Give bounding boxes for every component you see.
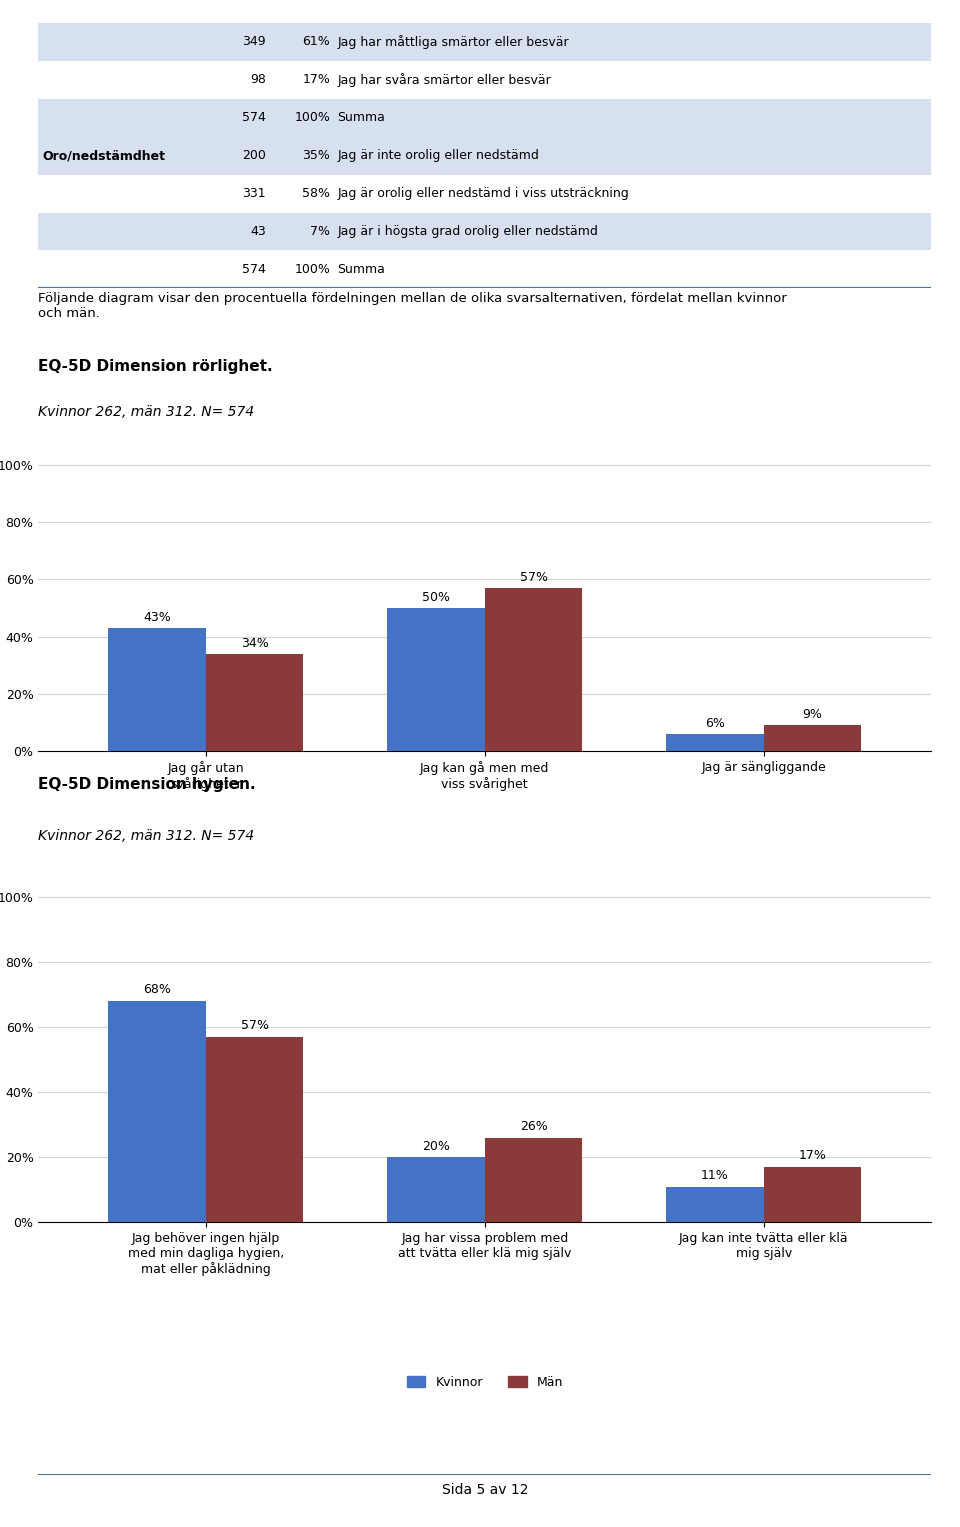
- Text: Jag är orolig eller nedstämd i viss utsträckning: Jag är orolig eller nedstämd i viss utst…: [338, 188, 629, 200]
- Text: 100%: 100%: [295, 111, 330, 124]
- Text: 35%: 35%: [302, 150, 330, 162]
- Text: EQ-5D Dimension hygien.: EQ-5D Dimension hygien.: [38, 777, 256, 793]
- Text: 61%: 61%: [302, 35, 330, 49]
- Text: 43: 43: [251, 224, 266, 238]
- Text: 331: 331: [243, 188, 266, 200]
- Bar: [38, 23, 931, 61]
- Text: 17%: 17%: [302, 73, 330, 87]
- Text: Jag har svåra smärtor eller besvär: Jag har svåra smärtor eller besvär: [338, 73, 551, 87]
- Text: Kvinnor 262, män 312. N= 574: Kvinnor 262, män 312. N= 574: [38, 405, 254, 418]
- Bar: [38, 99, 931, 137]
- Bar: [38, 212, 931, 250]
- Text: Följande diagram visar den procentuella fördelningen mellan de olika svarsaltern: Följande diagram visar den procentuella …: [38, 292, 787, 319]
- Text: 58%: 58%: [302, 188, 330, 200]
- Bar: [38, 137, 931, 174]
- Text: Sida 5 av 12: Sida 5 av 12: [442, 1483, 528, 1496]
- Text: Jag har måttliga smärtor eller besvär: Jag har måttliga smärtor eller besvär: [338, 35, 569, 49]
- Text: 574: 574: [242, 111, 266, 124]
- Text: 100%: 100%: [295, 263, 330, 276]
- Text: 98: 98: [251, 73, 266, 87]
- Text: Summa: Summa: [338, 111, 385, 124]
- Text: 574: 574: [242, 263, 266, 276]
- Text: 7%: 7%: [310, 224, 330, 238]
- Text: 349: 349: [243, 35, 266, 49]
- Text: Kvinnor 262, män 312. N= 574: Kvinnor 262, män 312. N= 574: [38, 829, 254, 843]
- Text: 200: 200: [242, 150, 266, 162]
- Text: Summa: Summa: [338, 263, 385, 276]
- Text: EQ-5D Dimension rörlighet.: EQ-5D Dimension rörlighet.: [38, 359, 273, 374]
- Text: Oro/nedstämdhet: Oro/nedstämdhet: [43, 150, 166, 162]
- Text: Jag är inte orolig eller nedstämd: Jag är inte orolig eller nedstämd: [338, 150, 540, 162]
- Text: Jag är i högsta grad orolig eller nedstämd: Jag är i högsta grad orolig eller nedstä…: [338, 224, 598, 238]
